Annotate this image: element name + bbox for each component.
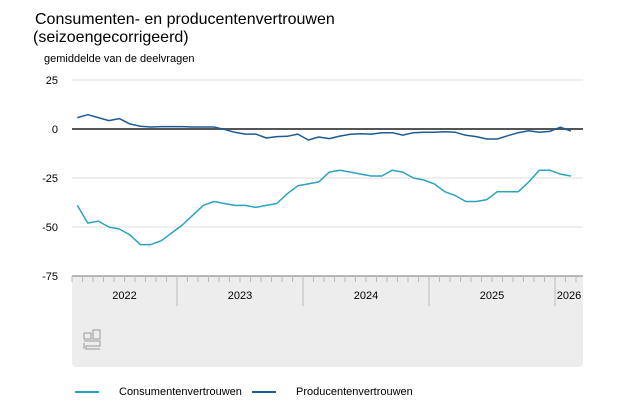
y-tick-label: -75 (42, 271, 58, 283)
producer-confidence-line (77, 113, 572, 141)
year-label: 2025 (480, 290, 504, 302)
legend-swatch (252, 391, 276, 393)
legend-item-consumer: Consumentenvertrouwen (75, 386, 242, 398)
y-tick-label: -50 (42, 222, 58, 234)
legend-swatch (75, 391, 99, 393)
year-label: 2022 (112, 290, 136, 302)
y-tick-label: 25 (46, 75, 58, 87)
year-label: 2026 (557, 290, 581, 302)
legend-label: Producentenvertrouwen (296, 386, 413, 398)
y-axis-label: gemiddelde van de deelvragen (44, 53, 195, 65)
cbs-logo (83, 329, 101, 350)
x-axis-panel (72, 276, 583, 367)
year-label: 2024 (354, 290, 378, 302)
y-tick-label: 0 (52, 124, 58, 136)
y-tick-label: -25 (42, 173, 58, 185)
legend-item-producer: Producentenvertrouwen (252, 386, 413, 398)
consumer-confidence-line (76, 169, 571, 246)
legend-label: Consumentenvertrouwen (119, 386, 242, 398)
chart-subtitle: (seizoengecorrigeerd) (33, 29, 189, 46)
chart-title: Consumenten- en producentenvertrouwen (35, 11, 335, 28)
year-label: 2023 (228, 290, 252, 302)
